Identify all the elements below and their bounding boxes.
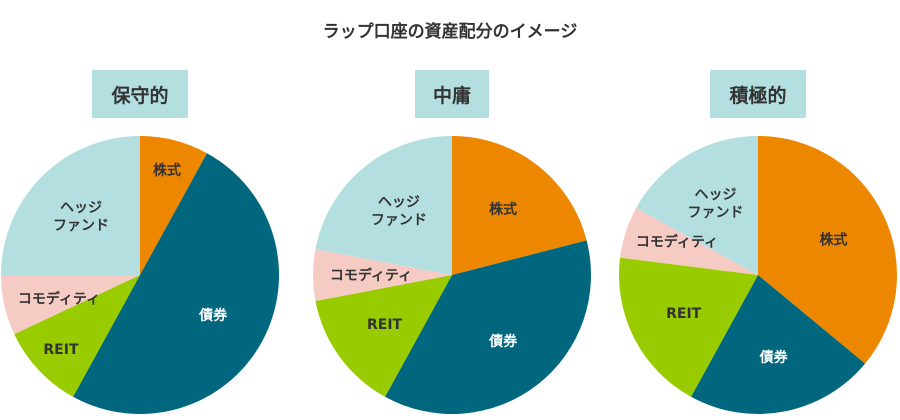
pie-slice-label: 株式 [153, 162, 181, 179]
pie-slice-label: コモディティ [18, 291, 100, 308]
pie-slice-label: コモディティ [330, 267, 412, 284]
pie-header-label: 積極的 [729, 84, 786, 107]
pie-slice [619, 257, 758, 397]
pie-slice-label: ヘッジファンド [371, 195, 427, 229]
pie-header-label: 保守的 [110, 84, 168, 107]
pie-slice-label: 株式 [819, 231, 847, 248]
pie-slice-label: REIT [367, 317, 403, 333]
pie-slice [758, 136, 897, 364]
pie-header-box [92, 70, 188, 118]
pie-slice [452, 136, 587, 275]
pie-slice [140, 136, 207, 275]
pie-slice-label: 株式 [489, 201, 517, 218]
pie-slice [1, 275, 140, 335]
pie-header-box [415, 70, 489, 118]
pie-slice [620, 208, 758, 275]
pie-slice [636, 136, 758, 275]
pie-slice-label: ヘッジファンド [53, 200, 109, 234]
pie-slice [315, 275, 452, 397]
pie-header-box [710, 70, 806, 118]
pie-slice-label: ヘッジファンド [688, 187, 744, 221]
pie-slice [315, 136, 452, 275]
pie-slice-label: 債券 [198, 307, 228, 324]
pie-slice-label: コモディティ [636, 233, 718, 250]
pie-slice [313, 248, 452, 302]
pie-slice-label: REIT [43, 342, 79, 358]
pie-slice [73, 153, 279, 415]
pie-slice-label: REIT [666, 306, 702, 322]
pie-header-label: 中庸 [433, 84, 471, 107]
pie-slice-label: 債券 [488, 333, 518, 350]
pie-slice [691, 275, 866, 414]
pie-slice [385, 240, 591, 415]
pie-slice [14, 275, 140, 397]
chart-title: ラップ口座の資産配分のイメージ [323, 21, 578, 42]
pie-slice [1, 136, 140, 275]
pie-slice-label: 債券 [759, 349, 789, 366]
